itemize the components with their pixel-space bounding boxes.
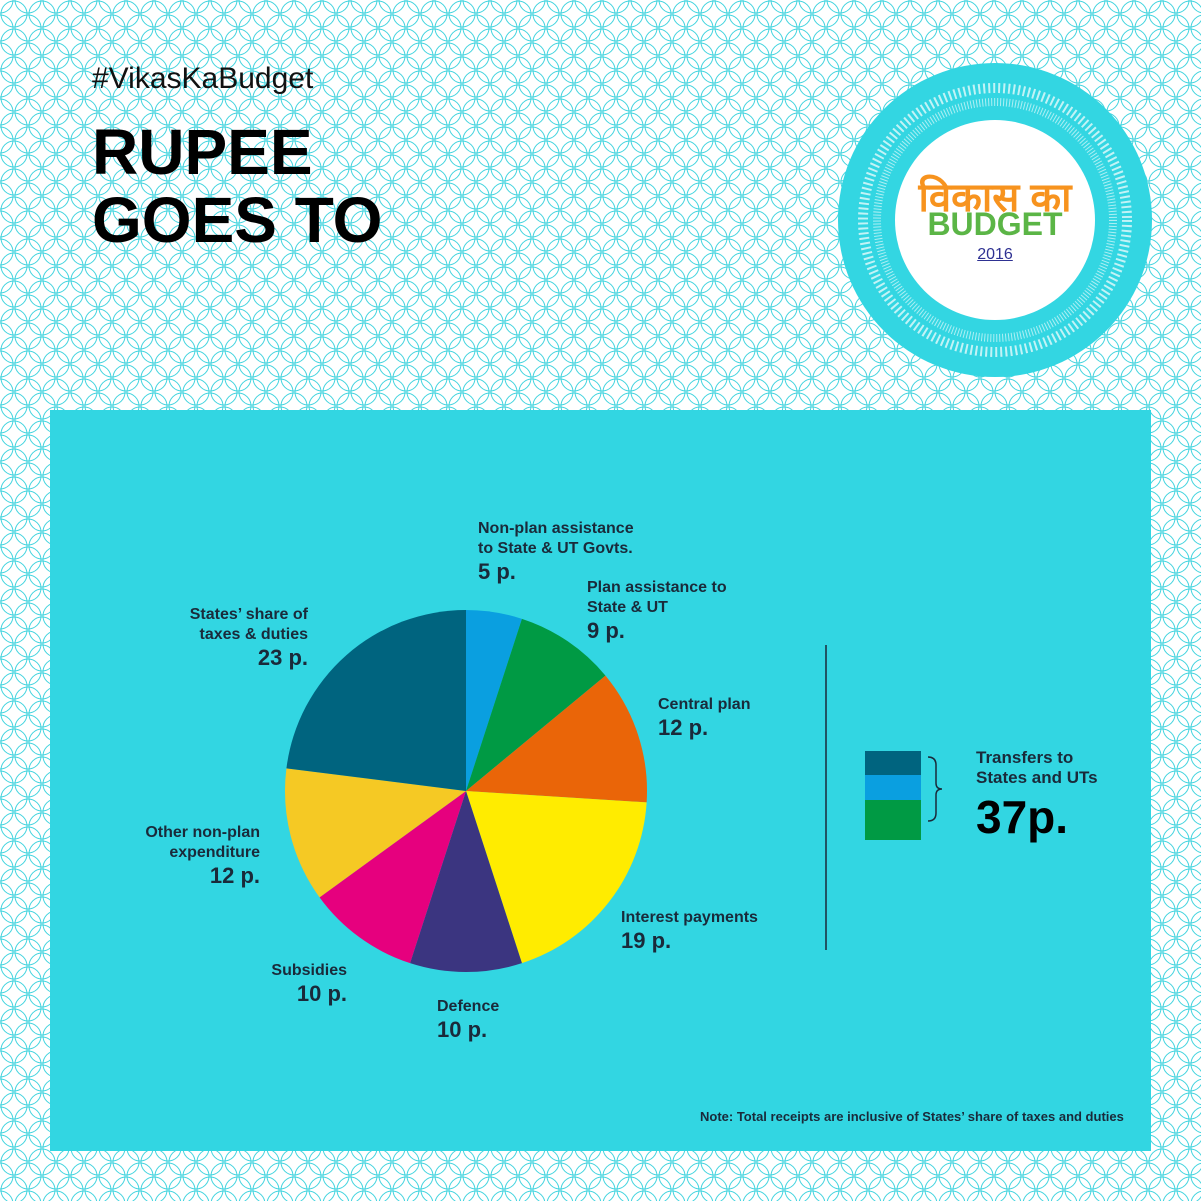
title: RUPEE GOES TO xyxy=(92,116,383,256)
slice-label: Plan assistance to State & UT 9 p. xyxy=(587,578,727,644)
slice-label: Other non-plan expenditure 12 p. xyxy=(145,823,260,889)
slice-label: Non-plan assistance to State & UT Govts.… xyxy=(478,519,634,585)
legend-stack xyxy=(865,751,921,840)
pie-slice xyxy=(410,791,522,973)
hashtag: #VikasKaBudget xyxy=(92,62,314,95)
slice-value: 12 p. xyxy=(658,715,709,740)
slice-label: Defence 10 p. xyxy=(437,997,499,1043)
slice-name: Plan assistance to State & UT xyxy=(587,579,727,616)
slice-name: Subsidies xyxy=(271,962,347,979)
logo-english: BUDGET xyxy=(927,206,1063,242)
slice-value: 12 p. xyxy=(209,863,260,888)
pie-slice xyxy=(466,791,647,964)
slice-label: States’ share of taxes & duties 23 p. xyxy=(190,605,308,671)
summary-total: 37p. xyxy=(976,791,1069,843)
slice-value: 9 p. xyxy=(587,618,625,643)
legend-swatch xyxy=(865,751,921,775)
slice-value: 10 p. xyxy=(296,981,347,1006)
slice-name: States’ share of taxes & duties xyxy=(189,606,308,643)
slice-name: Other non-plan expenditure xyxy=(145,824,260,861)
summary-label: Transfers to States and UTs xyxy=(976,748,1098,787)
slice-name: Interest payments xyxy=(621,909,758,926)
pie-slice xyxy=(466,675,647,803)
pie-slice xyxy=(285,768,466,898)
note: Note: Total receipts are inclusive of St… xyxy=(700,1109,1124,1124)
pie-slice xyxy=(319,791,466,964)
legend-swatch xyxy=(865,775,921,800)
slice-label: Subsidies 10 p. xyxy=(271,961,347,1007)
pie xyxy=(285,610,647,973)
logo-center xyxy=(895,120,1095,320)
logo-year: 2016 xyxy=(977,246,1013,263)
bracket xyxy=(927,756,943,822)
slice-value: 23 p. xyxy=(257,645,308,670)
pie-slice xyxy=(466,610,522,791)
slice-label: Interest payments 19 p. xyxy=(621,908,758,954)
slice-value: 5 p. xyxy=(478,559,516,584)
pie-slice xyxy=(466,618,606,791)
slice-value: 19 p. xyxy=(621,928,672,953)
slice-label: Central plan 12 p. xyxy=(658,695,750,741)
slice-name: Defence xyxy=(437,998,500,1015)
logo-hindi: विकास का xyxy=(918,176,1072,220)
legend-swatch xyxy=(865,800,921,840)
slice-name: Central plan xyxy=(658,696,751,713)
slice-value: 10 p. xyxy=(437,1017,488,1042)
slice-name: Non-plan assistance to State & UT Govts. xyxy=(478,520,634,557)
pie-slice xyxy=(286,610,466,791)
